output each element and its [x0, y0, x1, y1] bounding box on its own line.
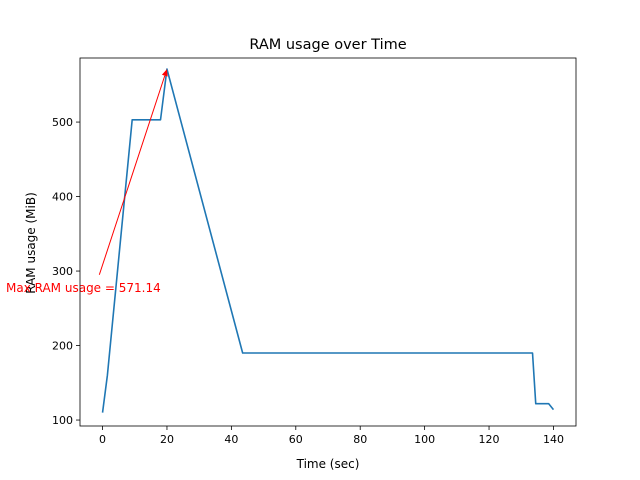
ram-usage-line — [101, 68, 555, 413]
y-tick-label: 100 — [52, 414, 73, 427]
x-tick-label: 140 — [543, 433, 564, 446]
x-tick-label: 60 — [289, 433, 303, 446]
x-tick-label: 100 — [414, 433, 435, 446]
x-tick-label: 80 — [353, 433, 367, 446]
y-axis-label: RAM usage (MiB) — [24, 192, 38, 294]
y-axis-ticks: 100 200 300 400 500 — [52, 116, 80, 427]
x-axis-ticks: 0 20 40 60 80 100 120 140 — [99, 426, 564, 446]
plot-frame — [79, 57, 577, 427]
x-tick-label: 0 — [99, 433, 106, 446]
x-axis-label: Time (sec) — [296, 457, 360, 471]
annotation-arrow — [98, 75, 166, 275]
annotation-arrowhead — [161, 69, 168, 77]
y-tick-label: 500 — [52, 116, 73, 129]
annotation-group: Max RAM usage = 571.14 — [6, 69, 168, 295]
y-tick-label: 400 — [52, 191, 73, 204]
y-tick-label: 200 — [52, 340, 73, 353]
chart-title: RAM usage over Time — [249, 37, 406, 53]
x-tick-label: 40 — [224, 433, 238, 446]
annotation-label: Max RAM usage = 571.14 — [6, 281, 161, 295]
x-tick-label: 20 — [160, 433, 174, 446]
series-group — [101, 68, 555, 413]
x-tick-label: 120 — [479, 433, 500, 446]
y-tick-label: 300 — [52, 265, 73, 278]
